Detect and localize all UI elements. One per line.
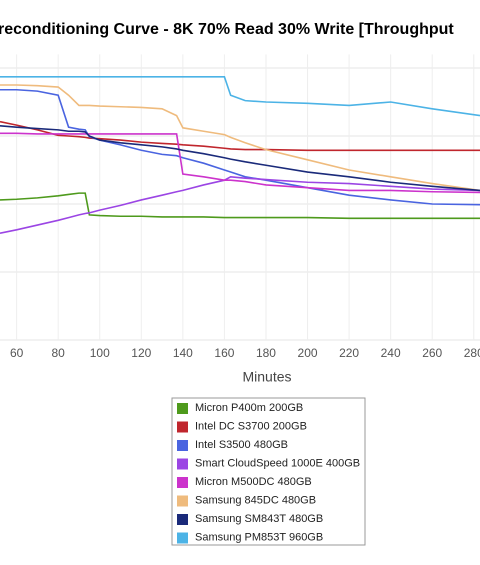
x-tick-label: 240 xyxy=(381,346,401,360)
series-line xyxy=(0,175,480,235)
legend-label: Micron P400m 200GB xyxy=(195,402,303,414)
legend-swatch xyxy=(177,421,188,433)
legend-label: Intel S3500 480GB xyxy=(195,439,288,451)
legend-swatch xyxy=(177,458,188,470)
legend-label: Samsung 845DC 480GB xyxy=(195,494,316,506)
legend-swatch xyxy=(177,440,188,451)
x-tick-label: 80 xyxy=(52,346,66,360)
legend-swatch xyxy=(177,477,188,488)
series-line xyxy=(0,76,480,117)
legend-label: Intel DC S3700 200GB xyxy=(195,420,307,432)
legend-swatch xyxy=(177,532,188,544)
x-tick-label: 260 xyxy=(422,346,442,360)
legend-label: Micron M500DC 480GB xyxy=(195,476,312,488)
series-line xyxy=(0,132,480,194)
x-tick-label: 200 xyxy=(298,346,318,360)
legend-swatch xyxy=(177,403,188,414)
series-line xyxy=(0,120,480,152)
x-tick-label: 120 xyxy=(131,346,151,360)
x-tick-label: 280 xyxy=(464,346,480,360)
x-tick-label: 140 xyxy=(173,346,193,360)
x-tick-label: 60 xyxy=(10,346,24,360)
x-tick-label: 100 xyxy=(90,346,110,360)
x-axis-label: Minutes xyxy=(242,369,291,385)
x-tick-label: 220 xyxy=(339,346,359,360)
legend-label: Smart CloudSpeed 1000E 400GB xyxy=(195,457,360,469)
series-line xyxy=(0,125,480,192)
chart-title: reconditioning Curve - 8K 70% Read 30% W… xyxy=(0,21,454,38)
legend-label: Samsung SM843T 480GB xyxy=(195,513,323,525)
legend-label: Samsung PM853T 960GB xyxy=(195,531,323,543)
legend-box xyxy=(171,397,366,546)
legend-swatch xyxy=(177,514,188,525)
legend-swatch xyxy=(177,495,188,507)
x-tick-label: 160 xyxy=(214,346,234,360)
x-tick-label: 180 xyxy=(256,346,276,360)
series-line xyxy=(0,84,480,192)
series-line xyxy=(0,192,480,220)
